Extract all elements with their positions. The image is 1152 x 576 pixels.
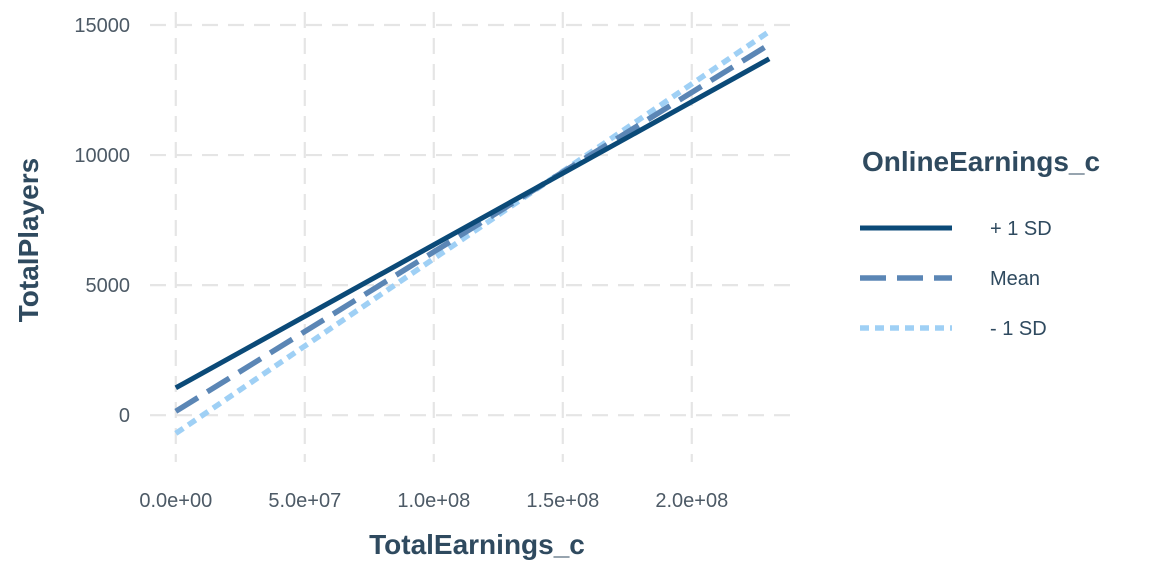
x-tick-label: 1.0e+08 bbox=[397, 490, 470, 512]
x-tick-label: 1.5e+08 bbox=[526, 490, 599, 512]
y-tick-label: 5000 bbox=[86, 275, 131, 297]
y-tick-label: 15000 bbox=[74, 15, 130, 37]
series-line-2 bbox=[174, 29, 771, 436]
legend-title: OnlineEarnings_c bbox=[862, 146, 1100, 177]
x-tick-label: 5.0e+07 bbox=[268, 490, 341, 512]
x-tick-label: 0.0e+00 bbox=[139, 490, 212, 512]
series-line-0 bbox=[174, 56, 771, 391]
series-line-1 bbox=[174, 42, 771, 414]
legend: OnlineEarnings_c + 1 SD Mean - 1 SD bbox=[860, 146, 1100, 340]
gridlines bbox=[150, 12, 795, 462]
legend-label-1: Mean bbox=[990, 268, 1040, 290]
legend-label-2: - 1 SD bbox=[990, 318, 1047, 340]
y-tick-label: 0 bbox=[119, 405, 130, 427]
legend-label-0: + 1 SD bbox=[990, 218, 1052, 240]
y-axis-title: TotalPlayers bbox=[13, 158, 44, 322]
tick-labels: 0.0e+00 5.0e+07 1.0e+08 1.5e+08 2.0e+08 0 5000… bbox=[74, 15, 728, 512]
series-lines bbox=[174, 29, 771, 436]
x-axis-title: TotalEarnings_c bbox=[369, 529, 585, 560]
x-tick-label: 2.0e+08 bbox=[655, 490, 728, 512]
y-tick-label: 10000 bbox=[74, 145, 130, 167]
legend-items: + 1 SD Mean - 1 SD bbox=[860, 218, 1052, 340]
